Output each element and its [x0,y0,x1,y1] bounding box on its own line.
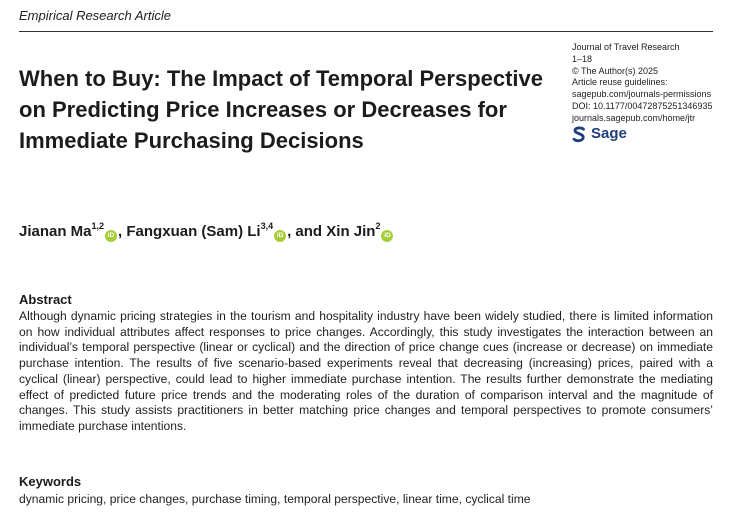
author-list: Jianan Ma1,2iD, Fangxuan (Sam) Li3,4iD, … [19,221,394,242]
article-title: When to Buy: The Impact of Temporal Pers… [19,66,544,153]
author-name[interactable]: Fangxuan (Sam) Li [126,223,261,240]
orcid-icon[interactable]: iD [381,230,394,242]
publisher-name: Sage [591,125,627,143]
author-separator: , and [287,223,327,240]
journal-meta: Journal of Travel Research 1–18 © The Au… [572,42,742,143]
abstract-heading: Abstract [19,292,72,307]
page-range: 1–18 [572,53,593,64]
doi[interactable]: DOI: 10.1177/00472875251346935 [572,100,713,111]
copyright: © The Author(s) 2025 [572,65,659,76]
author-affiliation: 1,2 [91,221,105,231]
reuse-label: Article reuse guidelines: [572,77,668,88]
header-rule [19,31,713,32]
article-type-label: Empirical Research Article [19,8,171,23]
keywords-list: dynamic pricing, price changes, purchase… [19,492,531,506]
author-name[interactable]: Xin Jin [326,223,376,240]
orcid-icon[interactable]: iD [105,230,118,242]
author-separator: , [118,223,127,240]
sage-s-icon [572,126,585,142]
journal-link[interactable]: journals.sagepub.com/home/jtr [572,112,696,123]
author-affiliation: 3,4 [260,221,274,231]
author-name[interactable]: Jianan Ma [19,223,92,240]
abstract-body: Although dynamic pricing strategies in t… [19,309,713,433]
orcid-icon[interactable]: iD [274,230,287,242]
journal-name[interactable]: Journal of Travel Research [572,42,680,52]
keywords-heading: Keywords [19,474,82,489]
author-affiliation: 2 [375,221,381,231]
publisher-logo[interactable]: Sage [572,126,742,143]
reuse-link[interactable]: sagepub.com/journals-permissions [572,89,712,100]
